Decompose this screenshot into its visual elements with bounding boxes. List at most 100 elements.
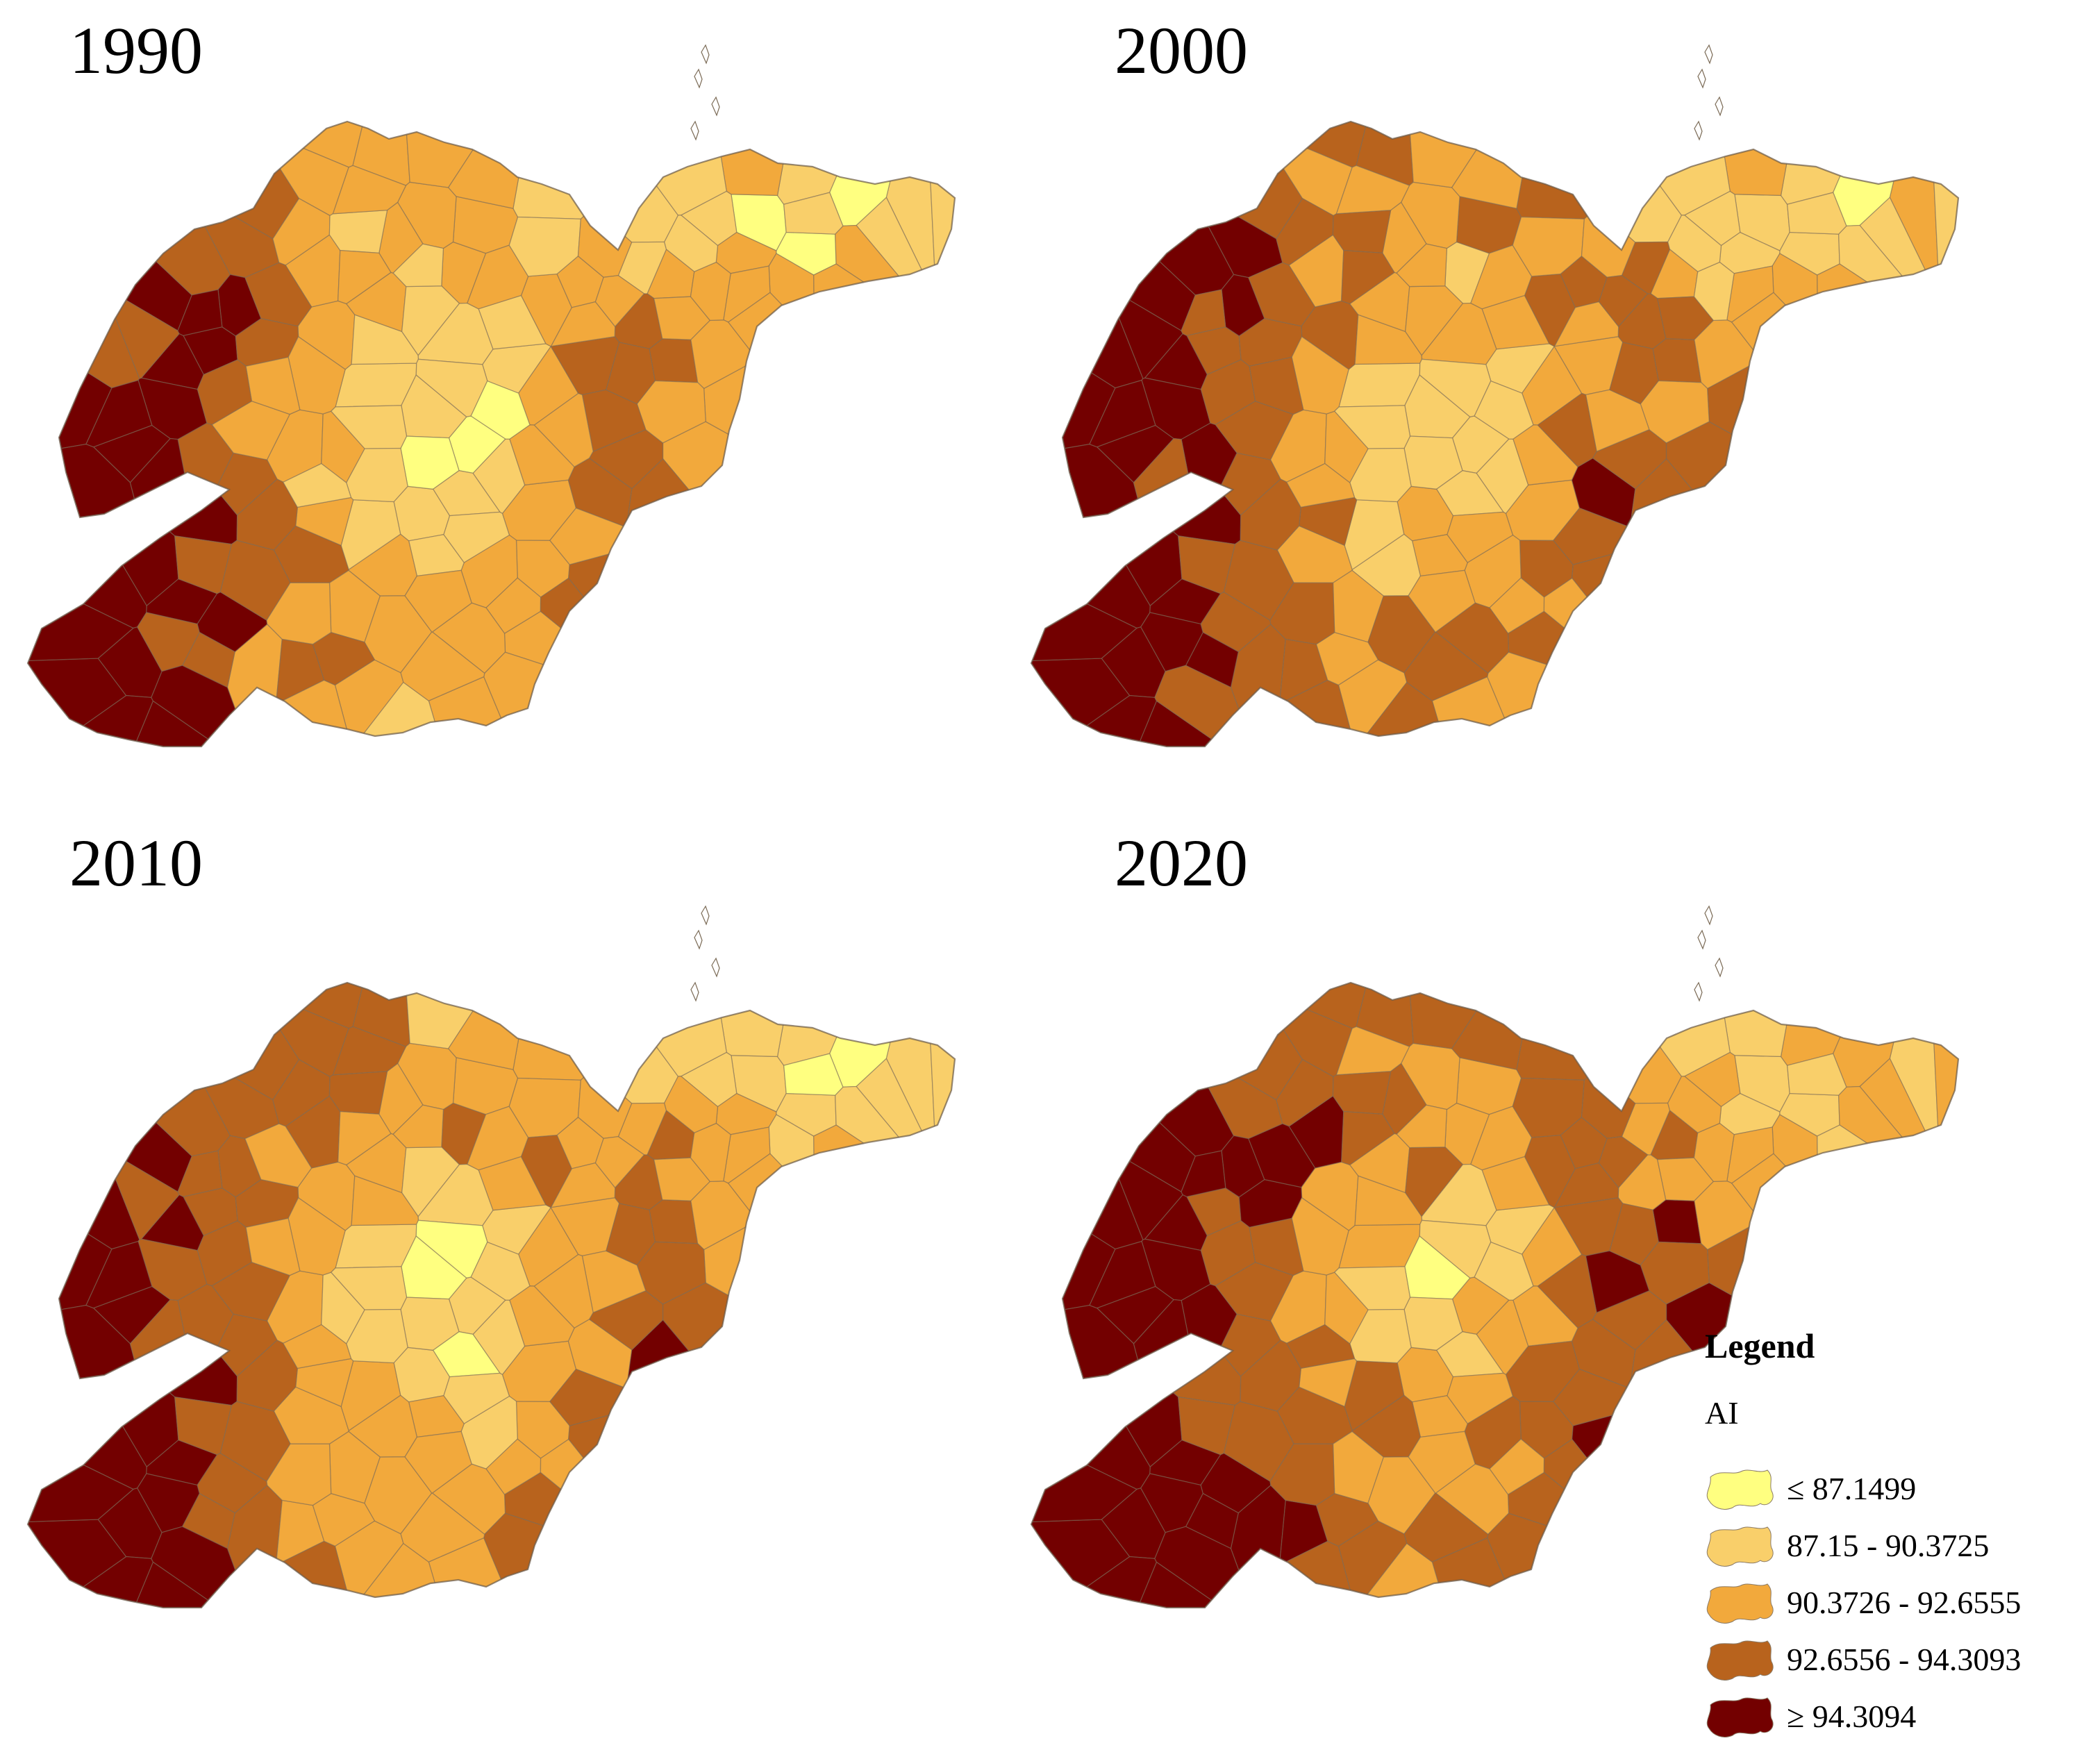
county-region (1249, 356, 1304, 415)
county-region (568, 545, 915, 747)
county-region (266, 1443, 332, 1506)
island-shape (694, 929, 703, 950)
county-region (1929, 122, 1958, 400)
county-region (703, 1220, 955, 1440)
legend-swatch-3 (1706, 1640, 1774, 1681)
county-region (177, 289, 223, 336)
island-shape (1697, 68, 1706, 89)
county-region (1694, 1181, 1762, 1251)
county-region (1089, 379, 1156, 448)
choropleth-map (28, 122, 955, 747)
county-region (1031, 983, 1235, 1157)
county-region (404, 569, 472, 633)
county-region (1250, 679, 1356, 747)
legend-label-1: 87.15 - 90.3725 (1787, 1528, 1989, 1563)
county-region (662, 1282, 955, 1608)
island-shape (694, 68, 703, 89)
county-region (1332, 1070, 1392, 1115)
county-region (1335, 1026, 1410, 1076)
county-region (512, 122, 619, 220)
county-region (1248, 1123, 1316, 1188)
county-region (1787, 192, 1847, 235)
map-panel-1990: 1990 (26, 13, 956, 748)
province-outline (26, 981, 956, 1609)
county-region (1269, 1443, 1335, 1506)
year-label-1990: 1990 (69, 13, 203, 88)
county-region (1089, 1240, 1156, 1309)
province-outline (1030, 981, 1960, 1609)
legend-item-2: 90.3726 - 92.6555 (1706, 1583, 2021, 1624)
legend-item-4: ≥ 94.3094 (1706, 1697, 1916, 1738)
county-region (664, 1076, 719, 1133)
county-region (533, 392, 594, 468)
county-region (1543, 1438, 1680, 1575)
county-region (266, 582, 332, 645)
county-region (1031, 1028, 1144, 1250)
county-region (400, 631, 485, 701)
county-region (1031, 122, 1235, 296)
island-shape (711, 96, 720, 117)
island-shape (1704, 44, 1713, 65)
county-region (664, 215, 719, 272)
island-shape (1697, 929, 1706, 950)
county-region (392, 1104, 444, 1149)
county-region (282, 462, 352, 508)
county-region (85, 379, 153, 448)
county-region (1609, 1203, 1659, 1266)
county-region (1341, 1110, 1395, 1166)
county-region (1106, 285, 1183, 379)
county-region (1335, 165, 1410, 215)
choropleth-map (1031, 983, 1958, 1608)
county-region (470, 1241, 531, 1301)
county-region (247, 679, 353, 747)
county-region (1269, 582, 1335, 645)
legend-field-name: AI (1705, 1395, 1739, 1431)
county-region (1929, 983, 1958, 1261)
island-shape (1694, 120, 1703, 141)
county-region (813, 263, 955, 517)
county-region (1396, 1104, 1448, 1149)
county-region (594, 275, 645, 328)
county-region (1665, 421, 1958, 747)
county-region (115, 983, 300, 1101)
island-shape (701, 44, 710, 65)
county-region (1031, 167, 1144, 389)
county-region (1543, 577, 1680, 714)
county-region (332, 165, 407, 215)
county-region (483, 651, 751, 747)
county-region (244, 1123, 312, 1188)
island-shape (1715, 96, 1724, 117)
county-region (1817, 1124, 1958, 1378)
county-region (1474, 380, 1534, 440)
legend-label-0: ≤ 87.1499 (1787, 1471, 1916, 1506)
legend-swatch-0 (1706, 1469, 1774, 1510)
county-region (703, 359, 955, 578)
legend-title: Legend (1705, 1326, 1815, 1365)
county-region (512, 983, 619, 1081)
county-region (400, 1492, 485, 1562)
county-region (813, 1124, 955, 1378)
county-region (662, 421, 955, 747)
county-region (404, 1431, 472, 1494)
county-region (338, 249, 392, 305)
county-region (1031, 122, 1197, 332)
county-region (1667, 215, 1722, 272)
choropleth-map (1031, 122, 1958, 747)
map-panel-2000: 2000 (1030, 13, 1960, 748)
county-region (783, 1053, 844, 1096)
county-region (1250, 1540, 1356, 1608)
county-region (1667, 1076, 1722, 1133)
county-region (1408, 1431, 1476, 1494)
county-region (1408, 569, 1476, 633)
county-region (1598, 275, 1649, 328)
county-region (1537, 392, 1597, 468)
county-region (102, 1147, 180, 1240)
county-region (245, 1217, 301, 1276)
county-region (1332, 209, 1392, 254)
county-region (443, 511, 510, 563)
county-region (690, 319, 758, 390)
island-shape (711, 957, 720, 978)
legend-label-4: ≥ 94.3094 (1787, 1699, 1916, 1734)
legend-item-3: 92.6556 - 94.3093 (1706, 1640, 2021, 1681)
county-region (1652, 338, 1702, 383)
